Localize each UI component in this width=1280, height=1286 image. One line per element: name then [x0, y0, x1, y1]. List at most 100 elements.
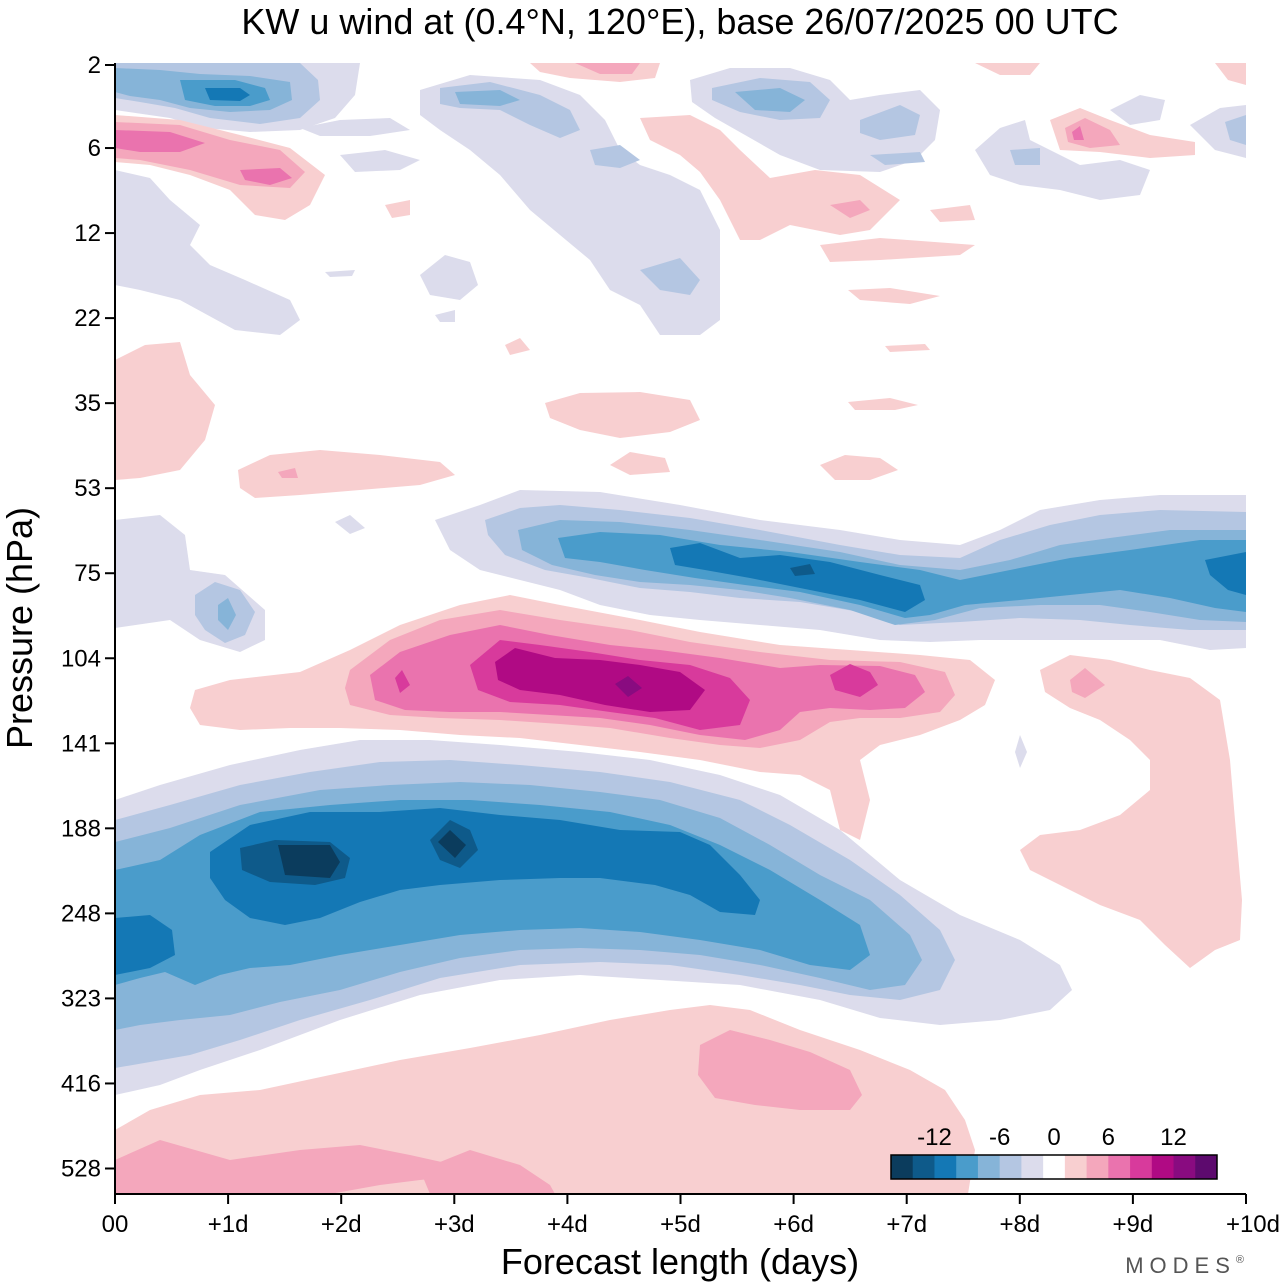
contour-region: [115, 342, 215, 480]
contour-region: [420, 255, 478, 300]
contour-region: [860, 105, 920, 140]
contour-region: [1070, 668, 1105, 698]
contour-region: [1015, 735, 1027, 768]
contour-region: [278, 468, 298, 478]
colorbar-frame: [890, 1154, 1218, 1180]
x-tick-label: +8d: [999, 1211, 1040, 1238]
contour-region: [848, 288, 940, 304]
contour-region: [545, 392, 700, 438]
y-tick-label: 248: [61, 900, 101, 927]
x-tick-label: +5d: [660, 1211, 701, 1238]
colorbar-label: 0: [1047, 1124, 1060, 1151]
contour-region: [820, 238, 975, 262]
contour-region: [1020, 655, 1242, 968]
contour-region: [698, 1030, 862, 1110]
y-axis-ticks: 2 6 12 22 35 53 75 104 141 188 248 323 416 528: [61, 52, 115, 1182]
y-tick-label: 22: [74, 305, 101, 332]
contour-region: [1010, 148, 1040, 165]
colorbar-swatch: [999, 1155, 1022, 1179]
y-tick-label: 323: [61, 985, 101, 1012]
contour-region: [210, 808, 760, 925]
contour-region: [1215, 63, 1246, 85]
contour-region: [115, 915, 175, 975]
contour-region: [385, 200, 410, 218]
x-tick-label: +2d: [321, 1211, 362, 1238]
contour-region: [640, 258, 700, 295]
contour-region: [575, 63, 640, 74]
contour-region: [885, 344, 930, 352]
x-axis-ticks: 00 +1d +2d +3d +4d +5d +6d +7d +8d +9d +10d: [102, 1194, 1280, 1238]
x-tick-label: 00: [102, 1211, 129, 1238]
contour-fills: [115, 63, 1246, 1194]
colorbar: -12 -6 0 6 12: [890, 1124, 1218, 1180]
contour-region: [830, 200, 870, 218]
colorbar-swatch: [1108, 1155, 1131, 1179]
contour-region: [218, 598, 236, 630]
colorbar-swatch: [977, 1155, 1001, 1179]
y-tick-label: 75: [74, 560, 101, 587]
contour-region: [558, 532, 1246, 618]
contour-region: [870, 152, 925, 165]
colorbar-swatch: [934, 1155, 957, 1179]
contour-region: [1205, 552, 1246, 595]
contour-region: [848, 398, 918, 410]
colorbar-swatch: [1173, 1155, 1196, 1179]
colorbar-label: -12: [917, 1124, 952, 1151]
y-tick-label: 35: [74, 390, 101, 417]
colorbar-swatch: [912, 1155, 935, 1179]
contour-region: [820, 455, 898, 480]
contour-region: [335, 515, 365, 534]
contour-region: [340, 150, 420, 172]
y-tick-label: 528: [61, 1155, 101, 1182]
contour-region: [975, 63, 1040, 75]
y-tick-label: 2: [88, 52, 101, 79]
contour-region: [115, 170, 300, 335]
contour-region: [1072, 126, 1084, 140]
contour-region: [790, 564, 815, 576]
x-tick-label: +9d: [1113, 1211, 1154, 1238]
chart-title: KW u wind at (0.4°N, 120°E), base 26/07/…: [241, 1, 1118, 42]
contour-region: [278, 845, 340, 878]
y-tick-label: 188: [61, 815, 101, 842]
contour-region: [975, 120, 1150, 200]
contour-region: [505, 338, 530, 355]
colorbar-swatch: [1021, 1155, 1044, 1179]
contour-region: [435, 310, 455, 322]
x-tick-label: +4d: [547, 1211, 588, 1238]
colorbar-swatch: [1195, 1155, 1218, 1179]
contour-region: [238, 450, 455, 498]
x-tick-label: +10d: [1226, 1211, 1280, 1238]
y-axis-label: Pressure (hPa): [0, 507, 40, 749]
y-tick-label: 12: [74, 220, 101, 247]
y-tick-label: 6: [88, 135, 101, 162]
contour-region: [1190, 105, 1246, 158]
contour-region: [640, 115, 900, 240]
colorbar-label: 12: [1160, 1124, 1187, 1151]
colorbar-swatch: [1064, 1155, 1088, 1179]
x-tick-label: +6d: [773, 1211, 814, 1238]
contour-region: [1065, 118, 1120, 148]
colorbar-swatch: [1086, 1155, 1109, 1179]
x-tick-label: +3d: [434, 1211, 475, 1238]
y-tick-label: 53: [74, 475, 101, 502]
contour-region: [115, 130, 205, 152]
colorbar-swatch: [1151, 1155, 1175, 1179]
y-tick-label: 104: [61, 645, 101, 672]
contour-region: [610, 452, 670, 475]
x-tick-label: +7d: [886, 1211, 927, 1238]
brand-logo: MODES®: [1125, 1253, 1250, 1278]
contour-region: [930, 205, 975, 222]
contour-region: [115, 1165, 230, 1194]
contour-region: [455, 90, 520, 106]
contour-region: [300, 118, 410, 136]
contour-region: [420, 1150, 555, 1194]
contour-region: [205, 88, 250, 101]
contour-region: [438, 830, 466, 858]
contour-region: [1225, 115, 1246, 145]
contour-region: [615, 676, 642, 697]
x-axis-label: Forecast length (days): [501, 1241, 859, 1282]
contour-region: [830, 664, 878, 697]
contour-region: [670, 543, 925, 612]
x-tick-label: +1d: [208, 1211, 249, 1238]
